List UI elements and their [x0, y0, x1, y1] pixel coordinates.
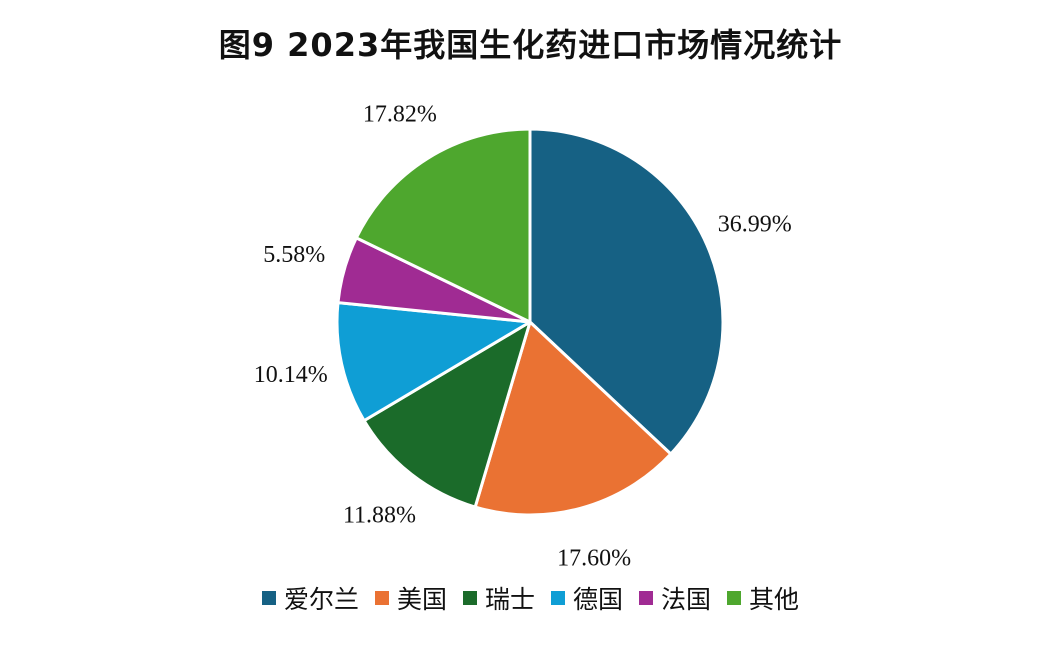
legend-item-5: 其他 — [727, 580, 799, 616]
legend-label-3: 德国 — [573, 585, 624, 614]
pie-slice-3 — [335, 301, 532, 423]
legend-label-2: 瑞士 — [484, 585, 535, 614]
data-label-1: 17.60% — [557, 546, 631, 572]
legend-item-2: 瑞士 — [462, 580, 535, 616]
legend-item-1: 美国 — [374, 580, 447, 616]
legend-label-5: 其他 — [749, 585, 800, 614]
legend: 爱尔兰 美国 瑞士 德国 法国 其他 — [0, 580, 1061, 616]
pie-slice-1 — [473, 320, 673, 517]
pie-slice-5 — [354, 127, 532, 324]
pie-slices — [335, 127, 725, 517]
data-label-5: 17.82% — [363, 101, 437, 127]
legend-swatch-4 — [639, 591, 654, 605]
legend-item-0: 爱尔兰 — [261, 580, 359, 616]
data-label-2: 11.88% — [343, 502, 416, 528]
legend-label-0: 爱尔兰 — [283, 585, 359, 614]
legend-swatch-3 — [551, 591, 565, 605]
chart-title: 图9 2023年我国生化药进口市场情况统计 — [218, 26, 843, 64]
data-label-4: 5.58% — [263, 242, 325, 268]
legend-label-1: 美国 — [396, 585, 447, 614]
data-labels: 36.99% 17.60% 11.88% 10.14% 5.58% 17.82% — [254, 101, 792, 571]
data-label-0: 36.99% — [718, 212, 792, 238]
data-label-3: 10.14% — [254, 362, 328, 388]
legend-swatch-2 — [462, 591, 477, 605]
pie-slice-2 — [362, 320, 532, 509]
pie-slice-0 — [528, 127, 725, 456]
legend-swatch-5 — [727, 591, 742, 605]
legend-swatch-1 — [374, 591, 389, 605]
legend-swatch-0 — [261, 591, 276, 605]
legend-item-3: 德国 — [551, 580, 623, 616]
legend-label-4: 法国 — [661, 585, 712, 614]
legend-item-4: 法国 — [639, 580, 711, 616]
